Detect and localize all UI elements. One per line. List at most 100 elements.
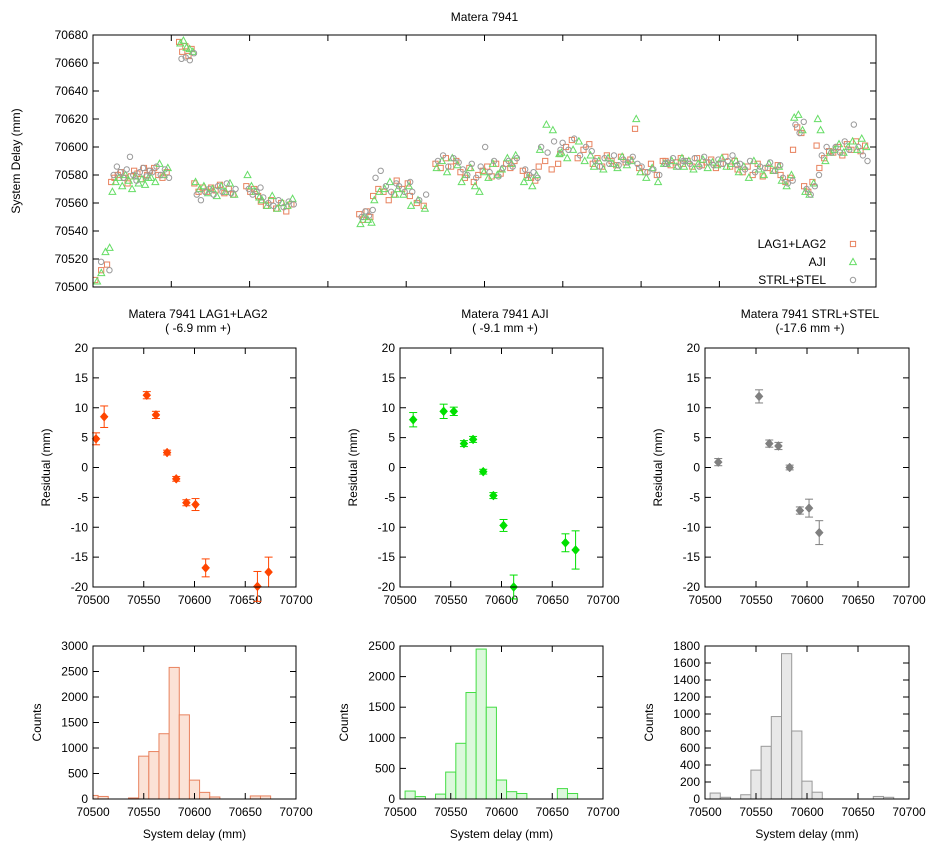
data-point <box>253 188 260 196</box>
data-point <box>816 164 823 172</box>
histogram-y-tick-label: 0 <box>693 792 700 806</box>
histogram-x-tick-label: 70700 <box>279 805 313 819</box>
data-point <box>455 159 462 166</box>
data-point <box>703 163 712 172</box>
legend-marker <box>849 276 857 284</box>
data-point <box>221 187 230 195</box>
data-point <box>815 171 823 179</box>
residual-title: Matera 7941 LAG1+LAG2 <box>128 307 267 321</box>
residual-y-tick-label: -15 <box>378 550 396 564</box>
data-point <box>555 149 564 158</box>
data-point <box>101 247 110 256</box>
histogram-y-tick-label: 1500 <box>61 716 88 730</box>
data-point <box>744 173 754 181</box>
data-point <box>359 212 369 221</box>
histogram-bar <box>97 795 109 799</box>
data-point <box>534 174 541 182</box>
histogram-y-tick-label: 0 <box>388 792 395 806</box>
data-point <box>120 174 127 182</box>
data-point <box>562 153 572 162</box>
histogram-y-tick-label: 1500 <box>368 700 395 714</box>
data-point <box>677 153 687 162</box>
residual-plot-frame <box>399 347 604 588</box>
data-point <box>143 173 150 180</box>
data-point <box>624 159 632 166</box>
histogram-bar <box>801 780 813 799</box>
histogram-y-axis-label: Counts <box>642 703 656 741</box>
data-point <box>617 152 627 160</box>
data-point <box>199 181 209 190</box>
residual-point <box>804 503 814 514</box>
data-point <box>644 169 651 176</box>
data-point <box>653 177 663 186</box>
data-point <box>139 164 147 172</box>
histogram-bar <box>455 742 467 799</box>
data-point <box>601 155 608 162</box>
data-point <box>208 184 217 193</box>
top-y-tick-label: 70580 <box>55 168 89 182</box>
data-point <box>636 167 645 176</box>
histogram-x-tick-label: 70500 <box>688 805 722 819</box>
data-point <box>530 169 537 176</box>
data-point <box>93 276 102 285</box>
residual-point <box>478 466 488 477</box>
data-point <box>836 149 844 156</box>
data-point <box>834 139 844 148</box>
residual-panel-3: Matera 7941 STRL+STEL(-17.6 mm +) Residua… <box>651 307 926 607</box>
data-point <box>395 183 403 190</box>
data-point <box>841 138 848 145</box>
histogram-plot-frame <box>704 645 910 800</box>
residual-y-tick-label: 20 <box>75 341 89 355</box>
data-point <box>710 162 717 169</box>
data-point <box>731 156 741 165</box>
data-point <box>105 243 114 251</box>
histogram-bar <box>811 791 823 799</box>
data-point <box>495 173 502 180</box>
data-point <box>696 163 703 170</box>
residual-y-tick-label: -10 <box>683 520 701 534</box>
data-point <box>693 155 701 162</box>
data-point <box>576 152 584 159</box>
data-point <box>766 159 774 166</box>
residual-panel-1: Matera 7941 LAG1+LAG2( -6.9 mm +) Residua… <box>39 307 313 607</box>
data-point <box>789 146 797 153</box>
histogram-bar <box>199 791 211 799</box>
data-point <box>650 166 657 173</box>
data-point <box>406 178 414 186</box>
data-point <box>457 177 466 186</box>
data-point <box>439 152 447 159</box>
histogram-x-tick-label: 70550 <box>127 805 161 819</box>
top-plot-frame <box>92 34 877 288</box>
residual-y-tick-label: 5 <box>693 431 700 445</box>
data-point <box>864 157 871 165</box>
data-point <box>803 185 810 193</box>
residual-x-tick-label: 70500 <box>76 593 110 607</box>
histogram-y-tick-label: 1800 <box>673 639 700 653</box>
data-point <box>591 157 599 165</box>
data-point <box>470 181 480 190</box>
data-point <box>542 157 549 165</box>
residual-points <box>408 403 580 600</box>
residual-point <box>439 406 448 417</box>
histogram-bar <box>709 792 721 799</box>
data-point <box>401 188 408 196</box>
data-point <box>280 204 287 211</box>
data-point <box>674 163 682 170</box>
histogram-y-axis-label: Counts <box>337 703 351 741</box>
histogram-y-tick-label: 1400 <box>673 673 700 687</box>
data-point <box>165 174 173 182</box>
residual-x-tick-label: 70700 <box>892 593 926 607</box>
data-point <box>110 171 117 179</box>
histogram-y-tick-label: 600 <box>680 741 700 755</box>
data-point <box>216 181 226 190</box>
data-point <box>784 180 792 187</box>
data-point <box>724 157 731 165</box>
series-aji <box>93 35 871 285</box>
data-point <box>759 170 769 179</box>
data-point <box>442 167 452 176</box>
data-point <box>103 261 111 268</box>
data-point <box>288 194 297 202</box>
data-point <box>691 155 698 162</box>
residual-y-tick-label: 15 <box>382 371 396 385</box>
